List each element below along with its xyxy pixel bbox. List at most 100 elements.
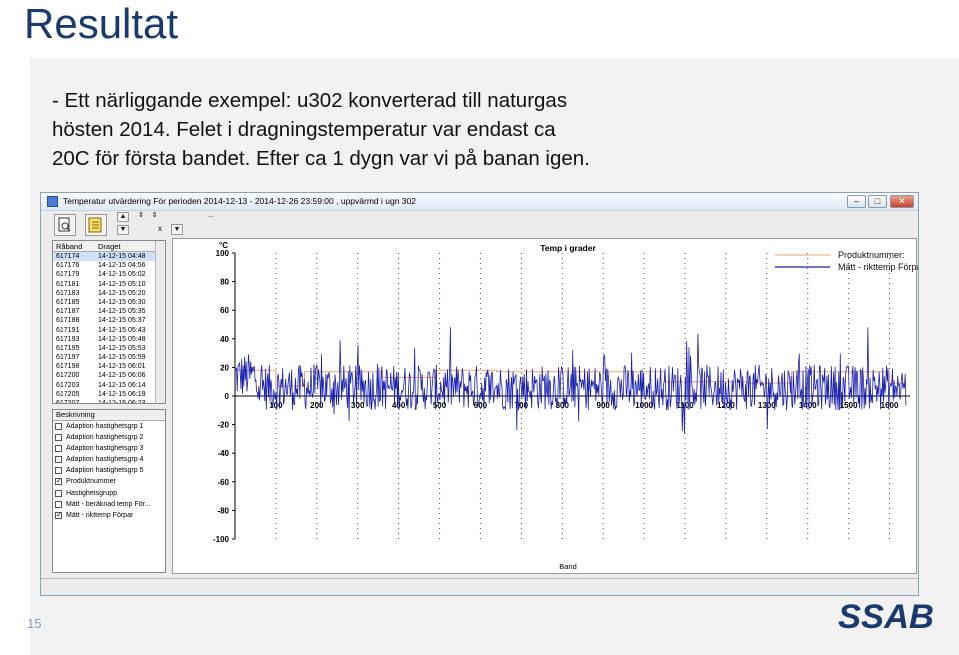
series-checkbox[interactable] — [55, 467, 62, 475]
window-titlebar[interactable]: Temperatur utvärdering För perioden 2014… — [41, 193, 918, 211]
top-arrows[interactable]: ⇕ ⇕ — [138, 212, 158, 219]
band-list-scrollbar[interactable] — [155, 241, 165, 403]
band-list-row[interactable]: 617188 14-12-15 05:37 — [53, 316, 165, 325]
body-line-2: hösten 2014. Felet i dragningstemperatur… — [52, 118, 556, 141]
band-list-row[interactable]: 617200 14-12-15 06:06 — [53, 371, 165, 380]
ssab-logo-text: SSAB — [838, 598, 934, 634]
series-checkbox[interactable] — [55, 500, 62, 508]
band-list-row[interactable]: 617205 14-12-15 06:19 — [53, 390, 165, 399]
band-list-row[interactable]: 617174 14-12-15 04:48 — [53, 252, 165, 262]
slide-body-text: - Ett närliggande exempel: u302 konverte… — [52, 86, 932, 173]
band-list-row[interactable]: 617183 14-12-15 05:20 — [53, 289, 165, 298]
preview-button[interactable] — [54, 214, 76, 236]
band-list-row[interactable]: 617198 14-12-15 06:01 — [53, 362, 165, 371]
band-id: 617188 — [56, 317, 80, 325]
series-list-item[interactable]: ✓ Produktnummer — [53, 476, 165, 487]
band-id: 617203 — [56, 381, 80, 389]
notes-icon — [88, 217, 102, 233]
band-list-row[interactable]: 617193 14-12-15 05:48 — [53, 335, 165, 344]
band-id: 617176 — [56, 262, 80, 270]
x-tick-label: 900 — [597, 401, 611, 410]
band-rows: 617174 14-12-15 04:48 617176 14-12-15 04:56… — [53, 252, 165, 404]
col-draget[interactable]: Draget — [98, 242, 121, 251]
band-list-row[interactable]: 617207 14-12-15 06:23 — [53, 399, 165, 404]
band-list-row[interactable]: 617176 14-12-15 04:56 — [53, 261, 165, 270]
band-time: 14-12-15 05:53 — [98, 344, 146, 352]
x-tick-label: 200 — [310, 401, 324, 410]
band-id: 617193 — [56, 335, 80, 343]
band-time: 14-12-15 05:10 — [98, 280, 146, 288]
chart-title: Temp i grader — [540, 243, 596, 253]
x-tick-label: 600 — [474, 401, 488, 410]
series-checkbox[interactable]: ✓ — [55, 478, 62, 486]
band-id: 617207 — [56, 400, 80, 404]
series-label: Mätt - beräknad temp För... — [66, 500, 151, 508]
x-tick-label: 1400 — [799, 401, 817, 410]
legend-label-produktnummer: Produktnummer: — [838, 250, 905, 260]
band-list-row[interactable]: 617197 14-12-15 05:59 — [53, 353, 165, 362]
minimize-button[interactable]: – — [847, 195, 866, 208]
down-arrow-button[interactable]: ▼ — [117, 225, 129, 235]
band-list-row[interactable]: 617179 14-12-15 05:02 — [53, 270, 165, 279]
band-time: 14-12-15 06:23 — [98, 400, 146, 404]
series-checkbox[interactable] — [55, 456, 62, 464]
x-axis-label: Band — [559, 562, 577, 571]
series-list-item[interactable]: Adaption hastighetsgrp 1 — [53, 421, 165, 432]
series-checkbox[interactable] — [55, 489, 62, 497]
down-arrow-button-2[interactable]: ▼ — [171, 224, 183, 235]
series-list-item[interactable]: Adaption hastighetsgrp 4 — [53, 454, 165, 465]
band-time: 14-12-15 05:02 — [98, 271, 146, 279]
col-raband[interactable]: Råband — [56, 242, 83, 251]
series-label: Adaption hastighetsgrp 1 — [66, 423, 144, 430]
series-list[interactable]: Beskrivning Adaption hastighetsgrp 1 Adap… — [52, 409, 166, 573]
slide-title: Resultat — [24, 0, 179, 47]
maximize-button[interactable]: □ — [868, 195, 887, 208]
band-id: 617198 — [56, 363, 80, 371]
series-label: Hastighetsgrupp — [66, 489, 117, 497]
band-id: 617205 — [56, 390, 80, 398]
band-list[interactable]: Råband Draget 617174 14-12-15 04:48 617176… — [52, 240, 166, 404]
x-tick-label: 500 — [433, 401, 447, 410]
app-window: Temperatur utvärdering För perioden 2014… — [40, 192, 919, 596]
band-time: 14-12-15 05:20 — [98, 289, 146, 297]
x-tick-label: 1600 — [881, 401, 899, 410]
band-time: 14-12-15 06:14 — [98, 381, 146, 389]
band-list-row[interactable]: 617181 14-12-15 05:10 — [53, 280, 165, 289]
series-checkbox[interactable]: ✓ — [55, 511, 62, 519]
y-tick-label: 20 — [220, 363, 229, 372]
close-button[interactable]: ✕ — [890, 195, 914, 208]
y-tick-label: 40 — [220, 335, 229, 344]
band-list-row[interactable]: 617187 14-12-15 05:35 — [53, 307, 165, 316]
series-label: Adaption hastighetsgrp 5 — [66, 467, 144, 475]
band-id: 617187 — [56, 308, 80, 316]
series-list-item[interactable]: ✓ Mätt - rikttemp Förpar — [53, 510, 165, 521]
band-list-row[interactable]: 617191 14-12-15 05:43 — [53, 326, 165, 335]
legend-label-matt-rikttemp: Mätt - rikttemp Förpar — [838, 262, 918, 272]
series-label: Adaption hastighetsgrp 3 — [66, 445, 144, 453]
series-checkbox[interactable] — [55, 423, 62, 430]
up-arrow-button[interactable]: ▲ — [117, 212, 129, 222]
band-list-row[interactable]: 617195 14-12-15 05:53 — [53, 344, 165, 353]
series-matt-rikttemp-line — [234, 327, 907, 434]
more-button[interactable]: ... — [208, 212, 214, 219]
band-time: 14-12-15 05:35 — [98, 308, 146, 316]
band-id: 617174 — [56, 253, 80, 260]
series-checkbox[interactable] — [55, 434, 62, 442]
notes-button[interactable] — [85, 214, 107, 236]
chart-area[interactable]: 100 200 300 400 500 600 700 800 900 1000 1100 1200 1… — [172, 238, 918, 574]
band-list-row[interactable]: 617185 14-12-15 05:30 — [53, 298, 165, 307]
series-checkbox[interactable] — [55, 445, 62, 453]
series-list-item[interactable]: Adaption hastighetsgrp 3 — [53, 443, 165, 454]
series-list-item[interactable]: Hastighetsgrupp — [53, 488, 165, 499]
y-axis-label: °C — [219, 241, 228, 250]
band-id: 617200 — [56, 372, 80, 380]
band-time: 14-12-15 05:48 — [98, 335, 146, 343]
band-list-row[interactable]: 617203 14-12-15 06:14 — [53, 381, 165, 390]
series-list-item[interactable]: Adaption hastighetsgrp 2 — [53, 432, 165, 443]
x-button[interactable]: x — [158, 224, 162, 233]
y-tick-label: -80 — [217, 506, 229, 515]
series-list-item[interactable]: Adaption hastighetsgrp 5 — [53, 465, 165, 476]
band-id: 617191 — [56, 326, 80, 334]
series-rows: Adaption hastighetsgrp 1 Adaption hastigh… — [53, 421, 165, 521]
series-list-item[interactable]: Mätt - beräknad temp För... — [53, 499, 165, 510]
